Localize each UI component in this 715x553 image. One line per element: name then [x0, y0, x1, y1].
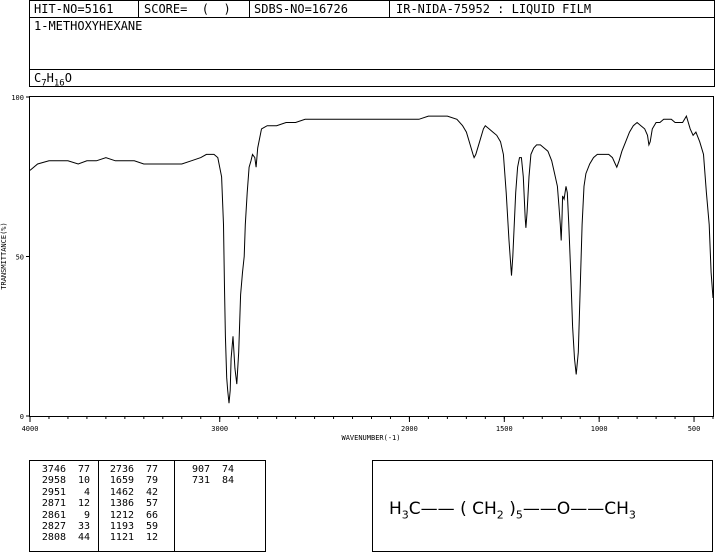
peak-wavenumber: 2861	[41, 509, 66, 521]
header-divider	[249, 1, 250, 17]
peak-transmittance: 77	[145, 464, 158, 475]
peak-row: 2827 33	[36, 521, 90, 532]
x-tick-label: 3000	[211, 425, 228, 433]
peak-wavenumber: 2871	[41, 498, 66, 510]
peak-transmittance: 9	[83, 509, 90, 521]
hit-number: HIT-NO=5161	[34, 2, 114, 16]
peak-row: 3746 77	[36, 464, 90, 475]
peak-transmittance: 44	[77, 532, 90, 544]
peak-column-divider	[174, 461, 175, 551]
plot-frame	[29, 96, 714, 417]
peak-transmittance: 12	[145, 532, 158, 544]
peak-row: 1462 42	[104, 487, 158, 498]
peak-wavenumber: 1462	[109, 486, 134, 498]
peak-wavenumber: 1121	[109, 532, 134, 544]
peak-row: 1121 12	[104, 532, 158, 543]
peak-wavenumber: 907	[191, 464, 210, 475]
peak-transmittance: 42	[145, 486, 158, 498]
score: SCORE= ( )	[144, 2, 231, 16]
x-tick-label: 1500	[496, 425, 513, 433]
peak-wavenumber: 1386	[109, 498, 134, 510]
y-tick-label: 0	[20, 413, 24, 421]
peak-wavenumber: 1659	[109, 475, 134, 487]
peak-row: 1212 66	[104, 510, 158, 521]
peak-transmittance: 77	[77, 464, 90, 475]
x-axis-label: WAVENUMBER(-1)	[341, 434, 400, 442]
peak-wavenumber: 3746	[41, 464, 66, 475]
peak-transmittance: 33	[77, 521, 90, 533]
spectrum-line	[29, 114, 714, 404]
peak-wavenumber: 2736	[109, 464, 134, 475]
peak-row: 2736 77	[104, 464, 158, 475]
peak-transmittance: 4	[83, 486, 90, 498]
peak-row: 731 84	[180, 475, 234, 486]
peak-wavenumber: 2808	[41, 532, 66, 544]
x-tick-label: 4000	[22, 425, 39, 433]
peak-column: 3746 77 2958 10 2951 4 2871 12 2861 9 2827 33 2808 44	[36, 464, 90, 544]
y-tick-label: 100	[11, 94, 24, 102]
peak-wavenumber: 1212	[109, 509, 134, 521]
peak-row: 1193 59	[104, 521, 158, 532]
peak-transmittance: 59	[145, 521, 158, 533]
structure-box: H3C—— ( CH2 )5——O——CH3	[372, 460, 713, 552]
peak-wavenumber: 2958	[41, 475, 66, 487]
peak-wavenumber: 1193	[109, 521, 134, 533]
peak-transmittance: 57	[145, 498, 158, 510]
peak-wavenumber: 2951	[41, 486, 66, 498]
peak-transmittance: 74	[221, 464, 234, 475]
peak-wavenumber: 2827	[41, 521, 66, 533]
ir-nida-info: IR-NIDA-75952 : LIQUID FILM	[396, 2, 592, 16]
peak-column-divider	[98, 461, 99, 551]
peak-row: 2808 44	[36, 532, 90, 543]
peak-column: 2736 77 1659 79 1462 42 1386 57 1212 66 1193 59 1121…	[104, 464, 158, 544]
sdbs-number: SDBS-NO=16726	[254, 2, 348, 16]
header-divider	[389, 1, 390, 17]
molecular-formula: C7H16O	[34, 71, 72, 89]
peak-row: 1659 79	[104, 475, 158, 486]
peak-row: 2958 10	[36, 475, 90, 486]
peak-table: 3746 77 2958 10 2951 4 2871 12 2861 9 2827 33 2808 44…	[29, 460, 266, 552]
peak-transmittance: 84	[221, 475, 234, 487]
peak-transmittance: 66	[145, 509, 158, 521]
peak-column: 907 74 731 84	[180, 464, 234, 487]
structural-formula: H3C—— ( CH2 )5——O——CH3	[389, 499, 636, 522]
peak-transmittance: 12	[77, 498, 90, 510]
y-axis-label: TRANSMITTANCE(%)	[0, 222, 8, 289]
peak-transmittance: 79	[145, 475, 158, 487]
y-tick-label: 50	[16, 254, 24, 262]
x-tick-label: 500	[688, 425, 701, 433]
ir-spectrum-chart: 0 50 100 4000 3000 2000 1500 1000 500 WAVENUMBE…	[0, 94, 714, 442]
compound-name: 1-METHOXYHEXANE	[34, 19, 143, 33]
peak-row: 907 74	[180, 464, 234, 475]
peak-row: 1386 57	[104, 498, 158, 509]
peak-row: 2861 9	[36, 510, 90, 521]
x-tick-label: 1000	[591, 425, 608, 433]
x-tick-label: 2000	[401, 425, 418, 433]
peak-row: 2871 12	[36, 498, 90, 509]
peak-row: 2951 4	[36, 487, 90, 498]
peak-transmittance: 10	[77, 475, 90, 487]
header-divider	[138, 1, 139, 17]
peak-wavenumber: 731	[191, 475, 210, 487]
